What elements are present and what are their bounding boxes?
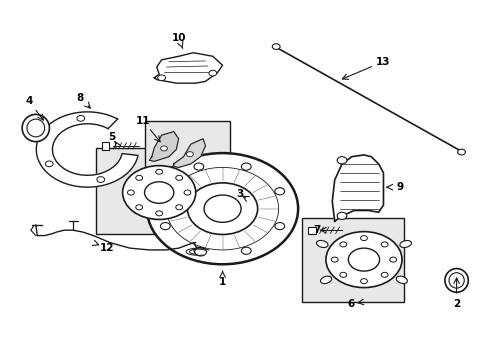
Circle shape [156, 169, 162, 174]
Circle shape [127, 190, 134, 195]
Ellipse shape [395, 276, 407, 284]
Ellipse shape [444, 269, 468, 292]
Circle shape [336, 212, 346, 220]
Circle shape [272, 44, 280, 49]
Circle shape [339, 242, 346, 247]
Circle shape [274, 222, 284, 230]
Polygon shape [331, 155, 383, 221]
Circle shape [208, 70, 216, 76]
Text: 12: 12 [100, 243, 114, 253]
Circle shape [45, 161, 53, 167]
Text: 6: 6 [346, 299, 354, 309]
Text: 10: 10 [171, 33, 185, 43]
Polygon shape [36, 112, 138, 187]
Text: 2: 2 [452, 299, 459, 309]
Circle shape [389, 257, 396, 262]
Polygon shape [173, 139, 205, 167]
Circle shape [194, 163, 203, 170]
Bar [102, 142, 109, 149]
Bar [96, 148, 198, 234]
Text: 4: 4 [25, 96, 33, 106]
Circle shape [336, 157, 346, 164]
Polygon shape [149, 132, 178, 161]
Circle shape [325, 231, 401, 288]
Text: 8: 8 [77, 93, 83, 103]
Bar [307, 226, 315, 234]
Circle shape [241, 163, 251, 170]
Polygon shape [154, 53, 222, 83]
Circle shape [381, 272, 387, 277]
Circle shape [97, 177, 104, 183]
Ellipse shape [22, 114, 49, 141]
Text: 11: 11 [136, 116, 150, 126]
Circle shape [160, 146, 167, 151]
Text: 7: 7 [312, 225, 320, 235]
Circle shape [77, 116, 84, 121]
Circle shape [160, 222, 170, 230]
Circle shape [339, 272, 346, 277]
Ellipse shape [316, 240, 327, 248]
Circle shape [457, 149, 465, 155]
Circle shape [330, 257, 337, 262]
Ellipse shape [320, 276, 331, 284]
Ellipse shape [27, 119, 44, 137]
Circle shape [194, 247, 206, 256]
Circle shape [156, 211, 162, 216]
Circle shape [147, 153, 298, 264]
Circle shape [122, 166, 195, 220]
Circle shape [136, 205, 142, 210]
Circle shape [136, 175, 142, 180]
Circle shape [194, 247, 203, 255]
Circle shape [274, 188, 284, 195]
Bar [144, 121, 229, 173]
Circle shape [175, 175, 182, 180]
Circle shape [360, 279, 366, 284]
Circle shape [175, 205, 182, 210]
Ellipse shape [448, 273, 463, 288]
Circle shape [203, 195, 241, 222]
Text: 1: 1 [219, 277, 226, 287]
Circle shape [160, 188, 170, 195]
Circle shape [183, 190, 190, 195]
Circle shape [187, 183, 257, 234]
Text: 3: 3 [236, 189, 243, 199]
Text: 13: 13 [375, 57, 390, 67]
Circle shape [347, 248, 379, 271]
Text: 9: 9 [396, 182, 403, 192]
Circle shape [144, 182, 173, 203]
Circle shape [381, 242, 387, 247]
Ellipse shape [399, 240, 410, 248]
Bar [302, 218, 404, 302]
Circle shape [186, 152, 193, 157]
Circle shape [360, 235, 366, 240]
Circle shape [158, 75, 165, 81]
Text: 5: 5 [108, 132, 115, 142]
Circle shape [241, 247, 251, 255]
